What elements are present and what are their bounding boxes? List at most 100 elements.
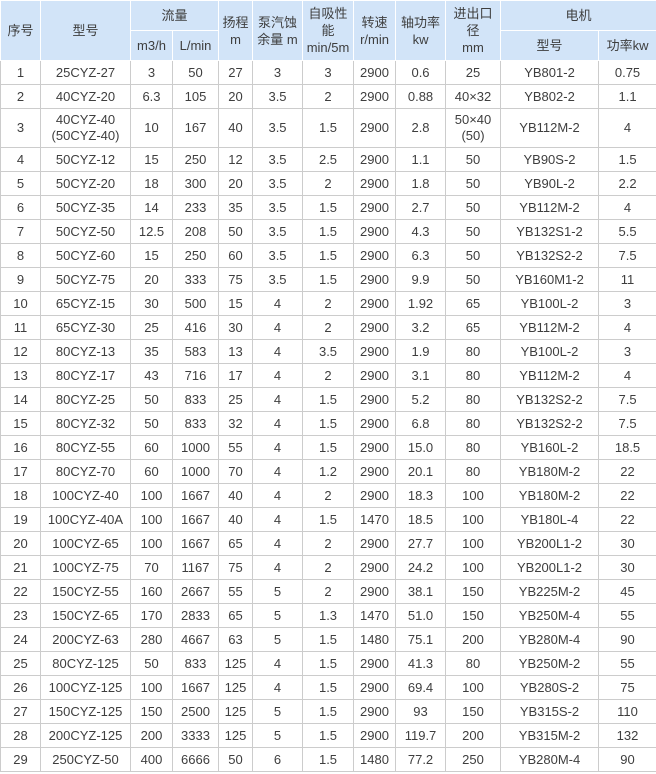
cell-flow-lmin: 233 [171,195,220,220]
cell-npsh: 4 [252,507,304,532]
cell-speed: 2900 [353,483,397,508]
header-motor-model: 型号 [500,30,600,61]
cell-motor-model: YB315M-2 [500,723,600,748]
cell-model: 25CYZ-27 [40,60,131,85]
cell-model: 50CYZ-35 [40,195,131,220]
cell-motor-power: 4 [598,315,656,340]
cell-serial-no: 28 [0,723,41,748]
cell-motor-power: 90 [598,747,656,772]
cell-flow-m3h: 280 [130,627,173,652]
cell-self-priming: 2 [302,483,355,508]
cell-self-priming: 1.5 [302,243,355,268]
cell-flow-lmin: 833 [171,651,220,676]
cell-speed: 2900 [353,60,397,85]
cell-shaft-power: 3.1 [395,363,447,388]
cell-flow-lmin: 1667 [171,675,220,700]
cell-motor-model: YB132S1-2 [500,219,600,244]
cell-serial-no: 6 [0,195,41,220]
cell-npsh: 4 [252,675,304,700]
cell-flow-lmin: 1667 [171,531,220,556]
cell-speed: 2900 [353,219,397,244]
cell-serial-no: 11 [0,315,41,340]
cell-npsh: 4 [252,435,304,460]
cell-npsh: 4 [252,363,304,388]
cell-model: 50CYZ-12 [40,147,131,172]
cell-self-priming: 1.5 [302,675,355,700]
cell-head: 125 [218,699,254,724]
cell-motor-model: YB225M-2 [500,579,600,604]
cell-serial-no: 2 [0,84,41,109]
cell-motor-power: 22 [598,507,656,532]
table-row: 5 50CYZ-20 18 300 20 3.5 2 2900 1.8 50 YB90L-2 2.2 [0,171,656,196]
cell-flow-m3h: 50 [130,411,173,436]
cell-flow-m3h: 70 [130,555,173,580]
cell-motor-model: YB280S-2 [500,675,600,700]
cell-flow-lmin: 250 [171,243,220,268]
table-row: 25 80CYZ-125 50 833 125 4 1.5 2900 41.3 80 YB250M-… [0,651,656,676]
cell-npsh: 5 [252,579,304,604]
cell-flow-lmin: 50 [171,60,220,85]
cell-shaft-power: 4.3 [395,219,447,244]
cell-shaft-power: 2.8 [395,108,447,148]
cell-flow-lmin: 1167 [171,555,220,580]
cell-model: 80CYZ-25 [40,387,131,412]
cell-flow-lmin: 6666 [171,747,220,772]
cell-motor-power: 4 [598,363,656,388]
cell-self-priming: 2 [302,363,355,388]
cell-port-diameter: 50 [445,195,502,220]
cell-shaft-power: 51.0 [395,603,447,628]
cell-shaft-power: 2.7 [395,195,447,220]
cell-shaft-power: 15.0 [395,435,447,460]
cell-self-priming: 1.5 [302,723,355,748]
cell-shaft-power: 77.2 [395,747,447,772]
cell-head: 40 [218,507,254,532]
cell-npsh: 3.5 [252,219,304,244]
cell-head: 13 [218,339,254,364]
cell-model: 80CYZ-32 [40,411,131,436]
cell-self-priming: 1.5 [302,267,355,292]
cell-model: 100CYZ-125 [40,675,131,700]
cell-serial-no: 5 [0,171,41,196]
table-row: 23 150CYZ-65 170 2833 65 5 1.3 1470 51.0 150 YB250… [0,603,656,628]
cell-shaft-power: 41.3 [395,651,447,676]
cell-port-diameter: 65 [445,315,502,340]
cell-npsh: 4 [252,531,304,556]
cell-port-diameter: 80 [445,459,502,484]
cell-flow-lmin: 3333 [171,723,220,748]
cell-npsh: 4 [252,339,304,364]
table-row: 14 80CYZ-25 50 833 25 4 1.5 2900 5.2 80 YB132S2-2 7… [0,387,656,412]
cell-model: 80CYZ-13 [40,339,131,364]
cell-self-priming: 2.5 [302,147,355,172]
cell-serial-no: 9 [0,267,41,292]
table-row: 13 80CYZ-17 43 716 17 4 2 2900 3.1 80 YB112M-2 4 [0,363,656,388]
cell-motor-model: YB250M-2 [500,651,600,676]
table-row: 10 65CYZ-15 30 500 15 4 2 2900 1.92 65 YB100L-2 3 [0,291,656,316]
cell-port-diameter: 80 [445,387,502,412]
cell-flow-m3h: 18 [130,171,173,196]
cell-flow-m3h: 100 [130,483,173,508]
cell-speed: 2900 [353,315,397,340]
cell-self-priming: 1.5 [302,747,355,772]
table-row: 6 50CYZ-35 14 233 35 3.5 1.5 2900 2.7 50 YB112M-2 4 [0,195,656,220]
cell-motor-power: 22 [598,483,656,508]
header-self-priming: 自吸性能 min/5m [302,0,355,61]
cell-flow-lmin: 1667 [171,483,220,508]
cell-head: 12 [218,147,254,172]
cell-speed: 2900 [353,579,397,604]
table-row: 28 200CYZ-125 200 3333 125 5 1.5 2900 119.7 200 YB… [0,723,656,748]
cell-head: 125 [218,675,254,700]
cell-self-priming: 2 [302,291,355,316]
cell-flow-lmin: 250 [171,147,220,172]
cell-serial-no: 16 [0,435,41,460]
cell-shaft-power: 75.1 [395,627,447,652]
cell-port-diameter: 25 [445,60,502,85]
table-row: 9 50CYZ-75 20 333 75 3.5 1.5 2900 9.9 50 YB160M1-2… [0,267,656,292]
cell-port-diameter: 65 [445,291,502,316]
cell-head: 50 [218,747,254,772]
cell-shaft-power: 119.7 [395,723,447,748]
cell-speed: 2900 [353,387,397,412]
cell-serial-no: 19 [0,507,41,532]
cell-serial-no: 8 [0,243,41,268]
cell-speed: 2900 [353,555,397,580]
